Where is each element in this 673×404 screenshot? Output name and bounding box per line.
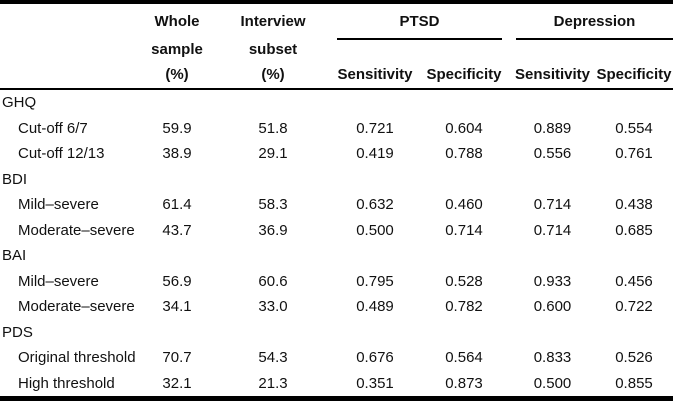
- row-label: Cut-off 6/7: [18, 119, 88, 137]
- col-header-interview-line3: (%): [261, 65, 285, 83]
- cell-ptsd-sensitivity: 0.500: [356, 221, 394, 239]
- cell-whole-sample: 38.9: [162, 145, 192, 163]
- cell-depression-specificity: 0.685: [615, 221, 653, 239]
- table-row: Original threshold 70.7 54.3 0.676 0.564…: [0, 345, 673, 371]
- group-header-depression: Depression: [510, 4, 673, 40]
- col-header-whole-line3: (%): [165, 65, 189, 83]
- cell-ptsd-specificity: 0.460: [445, 196, 483, 214]
- group-header-ptsd-label: PTSD: [337, 4, 502, 40]
- cell-depression-specificity: 0.761: [615, 145, 653, 163]
- cell-whole-sample: 34.1: [162, 298, 192, 316]
- row-label: Original threshold: [18, 349, 136, 367]
- cell-ptsd-sensitivity: 0.721: [356, 119, 394, 137]
- cell-whole-sample: 70.7: [162, 349, 192, 367]
- cell-ptsd-sensitivity: 0.351: [356, 374, 394, 392]
- col-header-interview-line2: subset: [248, 40, 298, 58]
- cell-depression-sensitivity: 0.889: [533, 119, 572, 137]
- cell-ptsd-sensitivity: 0.795: [356, 272, 394, 290]
- cell-interview-subset: 54.3: [258, 349, 288, 367]
- col-header-whole-line1: Whole: [154, 12, 200, 30]
- cell-depression-specificity: 0.438: [615, 196, 653, 214]
- cell-interview-subset: 58.3: [258, 196, 288, 214]
- group-header-depression-label: Depression: [516, 4, 673, 40]
- cell-depression-specificity: 0.855: [615, 374, 653, 392]
- cell-depression-specificity: 0.554: [615, 119, 653, 137]
- cell-ptsd-specificity: 0.714: [445, 221, 483, 239]
- cell-interview-subset: 29.1: [258, 145, 288, 163]
- cell-whole-sample: 32.1: [162, 374, 192, 392]
- table-row: Cut-off 12/13 38.9 29.1 0.419 0.788 0.55…: [0, 141, 673, 167]
- cell-depression-sensitivity: 0.714: [533, 221, 572, 239]
- col-header-depression-sensitivity: Sensitivity: [514, 65, 591, 83]
- table-row: Mild–severe 56.9 60.6 0.795 0.528 0.933 …: [0, 269, 673, 295]
- cell-interview-subset: 36.9: [258, 221, 288, 239]
- row-label: Mild–severe: [18, 272, 99, 290]
- table-row: High threshold 32.1 21.3 0.351 0.873 0.5…: [0, 371, 673, 397]
- table-bottom-rule: [0, 396, 673, 401]
- cell-depression-specificity: 0.456: [615, 272, 653, 290]
- row-label: High threshold: [18, 374, 115, 392]
- cell-whole-sample: 43.7: [162, 221, 192, 239]
- cell-depression-sensitivity: 0.933: [533, 272, 572, 290]
- cell-whole-sample: 59.9: [162, 119, 192, 137]
- section-row-ghq: GHQ: [0, 90, 673, 116]
- cell-ptsd-sensitivity: 0.489: [356, 298, 394, 316]
- cell-depression-sensitivity: 0.556: [533, 145, 572, 163]
- section-label: PDS: [2, 323, 33, 341]
- cell-ptsd-specificity: 0.564: [445, 349, 483, 367]
- cell-ptsd-specificity: 0.873: [445, 374, 483, 392]
- cell-depression-sensitivity: 0.600: [533, 298, 572, 316]
- group-header-ptsd: PTSD: [332, 4, 510, 40]
- col-header-depression-specificity: Specificity: [596, 65, 672, 83]
- table-row: Cut-off 6/7 59.9 51.8 0.721 0.604 0.889 …: [0, 116, 673, 142]
- cell-ptsd-specificity: 0.788: [445, 145, 483, 163]
- cell-interview-subset: 51.8: [258, 119, 288, 137]
- cell-ptsd-specificity: 0.782: [445, 298, 483, 316]
- cell-depression-sensitivity: 0.833: [533, 349, 572, 367]
- cell-depression-specificity: 0.722: [615, 298, 653, 316]
- row-label: Moderate–severe: [18, 221, 135, 239]
- cell-ptsd-sensitivity: 0.676: [356, 349, 394, 367]
- cell-ptsd-specificity: 0.528: [445, 272, 483, 290]
- row-label: Moderate–severe: [18, 298, 135, 316]
- cell-interview-subset: 60.6: [258, 272, 288, 290]
- cell-ptsd-specificity: 0.604: [445, 119, 483, 137]
- cell-interview-subset: 33.0: [258, 298, 288, 316]
- table-row: Moderate–severe 43.7 36.9 0.500 0.714 0.…: [0, 218, 673, 244]
- col-header-whole-line2: sample: [151, 40, 203, 58]
- section-row-bai: BAI: [0, 243, 673, 269]
- table-top-rule: [0, 0, 673, 4]
- cell-ptsd-sensitivity: 0.419: [356, 145, 394, 163]
- cell-interview-subset: 21.3: [258, 374, 288, 392]
- row-label: Mild–severe: [18, 196, 99, 214]
- table-row: Mild–severe 61.4 58.3 0.632 0.460 0.714 …: [0, 192, 673, 218]
- section-row-bdi: BDI: [0, 167, 673, 193]
- cell-depression-sensitivity: 0.714: [533, 196, 572, 214]
- table-body: GHQ Cut-off 6/7 59.9 51.8 0.721 0.604 0.…: [0, 90, 673, 396]
- header-separator-rule: [0, 88, 673, 90]
- section-label: BDI: [2, 170, 28, 188]
- cell-ptsd-sensitivity: 0.632: [356, 196, 394, 214]
- row-label: Cut-off 12/13: [18, 145, 105, 163]
- section-row-pds: PDS: [0, 320, 673, 346]
- col-header-ptsd-specificity: Specificity: [426, 65, 502, 83]
- section-label: GHQ: [2, 94, 37, 112]
- cell-whole-sample: 61.4: [162, 196, 192, 214]
- col-header-ptsd-sensitivity: Sensitivity: [337, 65, 413, 83]
- cell-depression-sensitivity: 0.500: [533, 374, 572, 392]
- cell-depression-specificity: 0.526: [615, 349, 653, 367]
- cell-whole-sample: 56.9: [162, 272, 192, 290]
- section-label: BAI: [2, 247, 27, 265]
- col-header-interview-line1: Interview: [240, 12, 306, 30]
- table-row: Moderate–severe 34.1 33.0 0.489 0.782 0.…: [0, 294, 673, 320]
- table-header: Whole Interview PTSD Depression sample s…: [0, 4, 673, 88]
